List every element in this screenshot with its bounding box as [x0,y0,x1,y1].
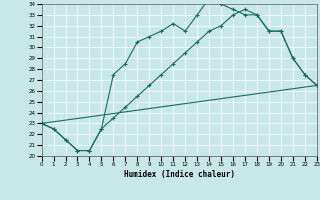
X-axis label: Humidex (Indice chaleur): Humidex (Indice chaleur) [124,170,235,179]
